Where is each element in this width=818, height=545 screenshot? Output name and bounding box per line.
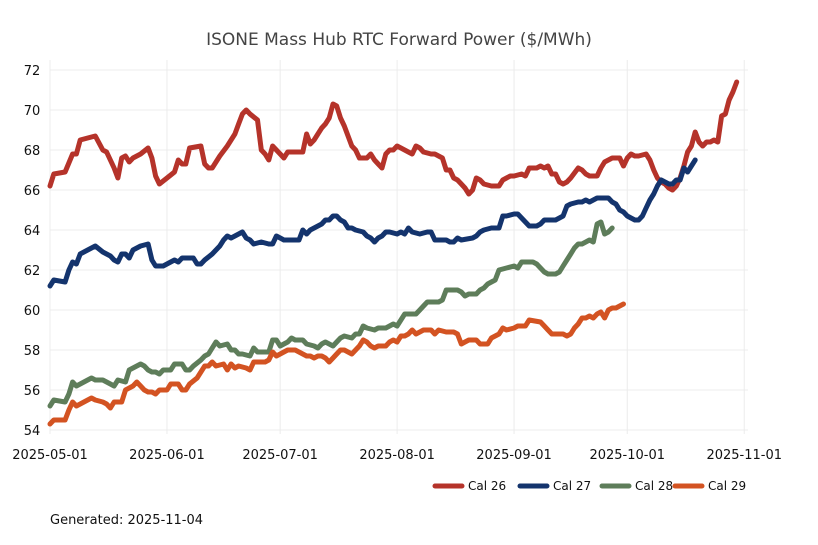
- y-tick-label: 54: [24, 424, 41, 439]
- series-line-cal-26: [47, 79, 740, 197]
- x-tick-label: 2025-10-01: [589, 448, 665, 463]
- x-tick-label: 2025-11-01: [706, 448, 782, 463]
- y-tick-label: 56: [24, 384, 41, 399]
- chart-title: ISONE Mass Hub RTC Forward Power ($/MWh): [206, 30, 592, 50]
- grid-layer: [49, 60, 748, 434]
- y-tick-label: 68: [24, 144, 41, 159]
- y-tick-label: 70: [24, 104, 41, 119]
- series-line-cal-28: [47, 219, 615, 409]
- series-line-cal-27: [47, 157, 698, 289]
- y-axis: 54 56 58 60 62 64 66 68 70 72: [24, 64, 41, 439]
- y-tick-label: 60: [24, 304, 41, 319]
- generated-date-note: Generated: 2025-11-04: [50, 513, 204, 528]
- x-tick-label: 2025-06-01: [129, 448, 205, 463]
- x-tick-label: 2025-07-01: [242, 448, 318, 463]
- x-tick-label: 2025-05-01: [12, 448, 88, 463]
- y-tick-label: 66: [24, 184, 41, 199]
- legend: Cal 26 Cal 27 Cal 28 Cal 29: [432, 479, 746, 493]
- y-tick-label: 64: [24, 224, 41, 239]
- legend-label-cal-27: Cal 27: [553, 479, 591, 493]
- series-line-cal-29: [47, 301, 626, 427]
- y-tick-label: 72: [24, 64, 41, 79]
- x-axis: 2025-05-01 2025-06-01 2025-07-01 2025-08-01…: [12, 448, 782, 463]
- x-tick-label: 2025-09-01: [476, 448, 552, 463]
- legend-label-cal-29: Cal 29: [708, 479, 746, 493]
- y-tick-label: 62: [24, 264, 41, 279]
- x-tick-label: 2025-08-01: [359, 448, 435, 463]
- legend-label-cal-28: Cal 28: [635, 479, 673, 493]
- legend-label-cal-26: Cal 26: [468, 479, 506, 493]
- y-tick-label: 58: [24, 344, 41, 359]
- series-layer: [47, 79, 740, 427]
